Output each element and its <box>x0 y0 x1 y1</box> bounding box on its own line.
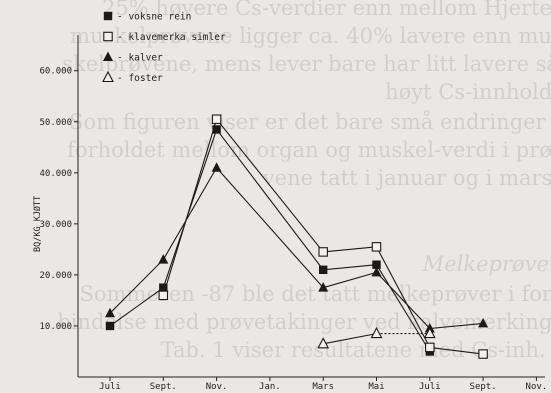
data-point-1 <box>318 247 328 257</box>
data-point-3 <box>370 326 383 339</box>
series-line-1 <box>429 346 484 355</box>
series-line-0 <box>376 264 431 352</box>
data-point-0 <box>212 125 221 134</box>
series-line-1 <box>376 246 431 348</box>
legend-label: - foster <box>117 73 163 84</box>
series-line-0 <box>216 129 324 271</box>
data-point-1 <box>211 114 222 124</box>
x-tick-label: Juli <box>99 382 121 392</box>
data-point-2 <box>105 307 115 318</box>
series-line-2 <box>109 259 164 314</box>
data-point-1 <box>158 290 169 301</box>
y-tick-label: 60.000 <box>39 67 72 77</box>
y-tick-label: 30.000 <box>39 220 72 230</box>
y-axis-title: BQ/KG KJØTT <box>32 196 43 252</box>
data-point-1 <box>425 342 435 353</box>
data-point-2 <box>371 266 382 277</box>
x-tick-label: Sept. <box>470 382 497 392</box>
x-tick-label: Nov. <box>206 382 228 392</box>
y-tick-label: 20.000 <box>39 271 72 281</box>
data-point-2 <box>318 282 329 292</box>
data-point-2 <box>211 162 222 172</box>
y-tick-label: 50.000 <box>39 118 72 128</box>
series-line-2 <box>216 167 324 289</box>
data-point-2 <box>158 254 169 264</box>
series-line-2 <box>376 271 431 329</box>
legend-marker-3 <box>102 70 114 83</box>
x-tick-label: Nov. <box>526 382 548 392</box>
data-point-1 <box>478 349 488 359</box>
series-line-2 <box>323 271 377 289</box>
data-point-2 <box>478 317 489 328</box>
data-point-0 <box>319 265 328 275</box>
data-point-3 <box>423 326 436 339</box>
x-tick-label: Sept. <box>150 382 177 392</box>
legend-label: - voksne rein <box>117 12 191 23</box>
data-point-0 <box>105 321 115 331</box>
y-tick-label: 40.000 <box>39 169 72 179</box>
data-point-0 <box>159 283 168 292</box>
series-line-2 <box>429 322 484 330</box>
series-line-0 <box>323 264 377 271</box>
legend-marker-2 <box>103 51 113 61</box>
x-tick-label: Mars <box>312 382 334 392</box>
legend-label: - klavemerka simler <box>117 32 226 43</box>
data-point-3 <box>317 337 330 349</box>
series-line-3 <box>323 333 377 345</box>
legend-marker-0 <box>103 11 113 21</box>
series-line-1 <box>162 119 218 296</box>
series-line-1 <box>216 118 324 253</box>
legend-marker-1 <box>103 31 113 42</box>
series-line-0 <box>109 287 164 327</box>
legend-label: - kalver <box>117 53 163 64</box>
series-line-1 <box>323 246 377 253</box>
data-point-1 <box>371 242 382 252</box>
x-tick-label: Jan. <box>259 382 281 392</box>
x-tick-label: Mai <box>368 382 384 392</box>
series-line-2 <box>162 167 218 260</box>
x-tick-label: Juli <box>419 382 441 392</box>
data-point-0 <box>372 260 381 269</box>
y-tick-label: 10.000 <box>39 322 72 332</box>
